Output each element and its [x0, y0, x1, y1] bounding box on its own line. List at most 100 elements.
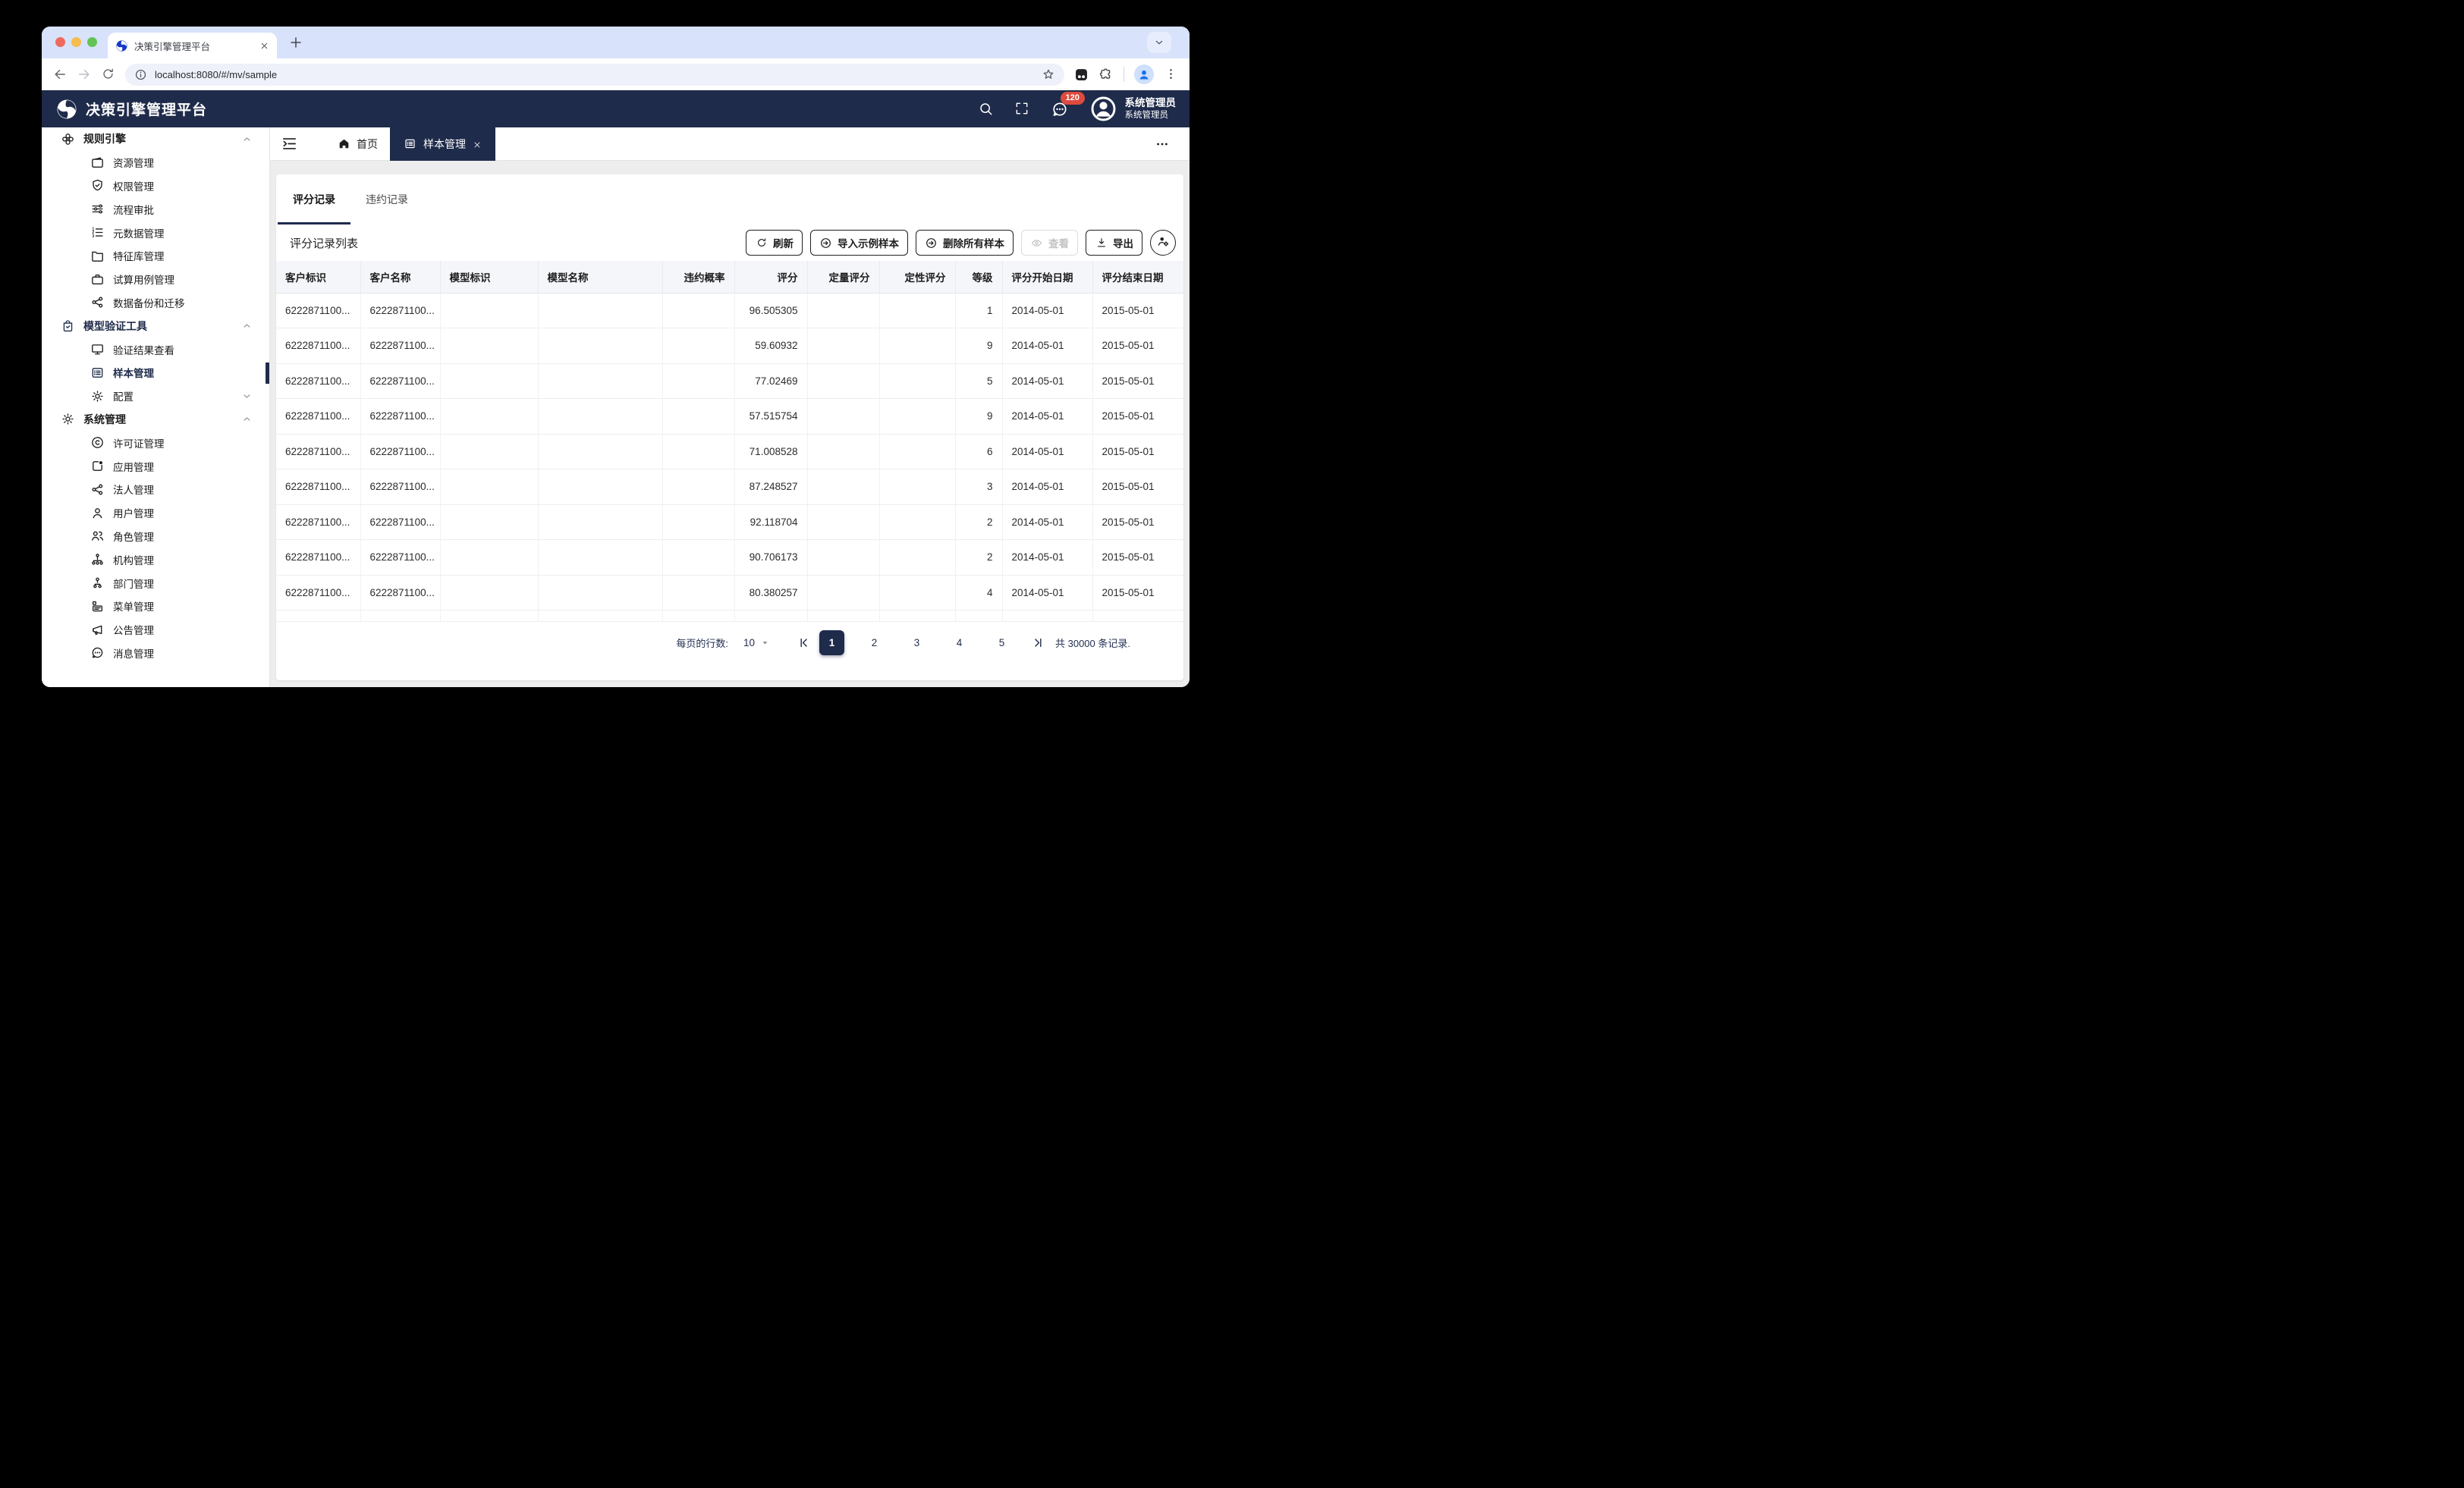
- sidebar-item-label: 元数据管理: [113, 228, 165, 240]
- dept-chart-icon: [90, 576, 105, 590]
- sidebar-item-12[interactable]: 系统管理: [42, 408, 269, 432]
- tab-search-chevron-button[interactable]: [1147, 32, 1171, 53]
- cell-start_date: 2014-05-01: [1002, 539, 1093, 576]
- sidebar-item-6[interactable]: 试算用例管理: [42, 268, 269, 291]
- sidebar-item-15[interactable]: 法人管理: [42, 478, 269, 501]
- sidebar-item-0[interactable]: 规则引擎: [42, 127, 269, 151]
- open-page-tab[interactable]: 样本管理: [390, 127, 495, 161]
- window-controls[interactable]: [55, 37, 97, 47]
- sidebar-item-2[interactable]: 权限管理: [42, 174, 269, 198]
- new-tab-button[interactable]: [288, 34, 304, 51]
- search-icon[interactable]: [978, 101, 994, 117]
- rows-per-page-caret-icon[interactable]: [760, 638, 770, 648]
- sidebar-item-16[interactable]: 用户管理: [42, 501, 269, 525]
- sidebar-item-7[interactable]: 数据备份和迁移: [42, 291, 269, 315]
- table-row[interactable]: 6222871100... 6222871100... 71.008528 6 2014…: [276, 434, 1183, 469]
- open-page-tab-label: 样本管理: [423, 137, 466, 150]
- cell-customer_name: 6222871100...: [360, 434, 441, 469]
- sidebar-item-5[interactable]: 特征库管理: [42, 244, 269, 268]
- cell-score: 57.515754: [734, 398, 808, 435]
- sidebar-item-4[interactable]: 1 2 3 元数据管理: [42, 221, 269, 244]
- fullscreen-icon[interactable]: [1014, 101, 1030, 117]
- user-menu[interactable]: 系统管理员 系统管理员: [1089, 95, 1177, 123]
- app-header: 决策引擎管理平台 120 系统管理员 系统管理员: [42, 90, 1190, 127]
- topbar-more-kebab-icon[interactable]: [1155, 137, 1170, 152]
- view-button[interactable]: 查看: [1021, 230, 1078, 256]
- chat-bubble-icon[interactable]: [1051, 100, 1069, 118]
- sidebar-item-21[interactable]: 公告管理: [42, 618, 269, 642]
- rows-per-page-value[interactable]: 10: [743, 636, 755, 648]
- breadcrumb-home[interactable]: 首页: [338, 137, 378, 152]
- table-row[interactable]: 6222871100... 6222871100... 90.706173 2 2014…: [276, 539, 1183, 576]
- minimize-window-button[interactable]: [71, 37, 81, 47]
- sidebar-item-14[interactable]: 应用管理: [42, 454, 269, 478]
- tab-score-records[interactable]: 评分记录: [278, 174, 350, 224]
- extension-dark-icon[interactable]: [1073, 67, 1089, 82]
- sidebar-item-label: 菜单管理: [113, 601, 154, 614]
- copyright-icon: [90, 435, 105, 450]
- address-bar[interactable]: localhost:8080/#/mv/sample: [125, 63, 1064, 86]
- reload-button[interactable]: [101, 67, 116, 82]
- extensions-puzzle-icon[interactable]: [1098, 67, 1114, 82]
- chat-dots-icon: [90, 645, 105, 660]
- cell-model_id: [440, 469, 539, 505]
- cell-grade: 2: [955, 504, 1003, 540]
- page-button-1[interactable]: 1: [819, 629, 844, 655]
- sidebar-item-17[interactable]: 角色管理: [42, 525, 269, 548]
- table-row[interactable]: 6222871100... 6222871100... 57.515754 9 2014…: [276, 398, 1183, 435]
- tab-close-icon[interactable]: [473, 140, 482, 149]
- export-button[interactable]: 导出: [1086, 230, 1142, 256]
- maximize-window-button[interactable]: [87, 37, 97, 47]
- forward-button[interactable]: [77, 67, 92, 82]
- import-samples-button[interactable]: 导入示例样本: [810, 230, 908, 256]
- table-row[interactable]: 6222871100... 6222871100... 92.118704 2 2014…: [276, 504, 1183, 540]
- bookmark-star-icon[interactable]: [1042, 67, 1055, 81]
- sidebar-item-8[interactable]: 模型验证工具: [42, 314, 269, 337]
- cell-end_date: 2015-05-01: [1092, 363, 1183, 399]
- user-name: 系统管理员: [1124, 96, 1177, 108]
- back-button[interactable]: [52, 67, 68, 82]
- sidebar-item-20[interactable]: 菜单管理: [42, 595, 269, 618]
- pagination-row: 每页的行数: 10 1 2 3 4 5 共 30000 条记录.: [276, 622, 1183, 680]
- page-button-5[interactable]: 5: [998, 636, 1005, 648]
- page-button-3[interactable]: 3: [913, 636, 920, 648]
- browser-menu-kebab-icon[interactable]: [1164, 67, 1179, 82]
- sidebar-item-11[interactable]: 配置: [42, 385, 269, 408]
- refresh-button[interactable]: 刷新: [746, 230, 803, 256]
- sidebar-item-22[interactable]: 消息管理: [42, 642, 269, 665]
- messages-button[interactable]: 120: [1051, 91, 1085, 118]
- cell-model_id: [440, 434, 539, 469]
- cell-grade: 2: [955, 539, 1003, 576]
- last-page-icon[interactable]: [1032, 636, 1045, 649]
- sidebar-item-label: 流程审批: [113, 204, 154, 216]
- sidebar-item-19[interactable]: 部门管理: [42, 571, 269, 595]
- sidebar-item-1[interactable]: 资源管理: [42, 151, 269, 174]
- app-logo-icon: [55, 98, 78, 121]
- table-row[interactable]: 6222871100... 6222871100... 87.248527 3 2014…: [276, 469, 1183, 505]
- browser-tab[interactable]: 决策引擎管理平台: [108, 33, 277, 58]
- cell-model_name: [538, 539, 663, 576]
- sidebar-item-10[interactable]: 样本管理: [42, 361, 269, 385]
- table-row[interactable]: 6222871100... 6222871100... 77.02469 5 2014-…: [276, 363, 1183, 399]
- first-page-icon[interactable]: [797, 636, 810, 649]
- table-row[interactable]: 6222871100... 6222871100... 80.380257 4 2014…: [276, 575, 1183, 611]
- close-window-button[interactable]: [55, 37, 65, 47]
- table-row[interactable]: 6222871100... 6222871100... 96.505305 1 2014…: [276, 293, 1183, 328]
- table-body: 6222871100... 6222871100... 96.505305 1 2014…: [276, 293, 1183, 622]
- site-info-icon[interactable]: [134, 68, 147, 81]
- user-settings-round-button[interactable]: [1150, 230, 1176, 256]
- tab-default-records[interactable]: 违约记录: [366, 193, 408, 206]
- page-button-4[interactable]: 4: [956, 636, 963, 648]
- table-row[interactable]: 6222871100... 6222871100... 59.60932 9 2014-…: [276, 328, 1183, 364]
- sidebar-item-9[interactable]: 验证结果查看: [42, 337, 269, 361]
- tab-close-icon[interactable]: [259, 41, 269, 51]
- delete-all-samples-button[interactable]: 删除所有样本: [916, 230, 1014, 256]
- user-avatar-icon[interactable]: [1089, 95, 1117, 123]
- url-text[interactable]: localhost:8080/#/mv/sample: [155, 68, 278, 80]
- sidebar-item-18[interactable]: 机构管理: [42, 548, 269, 571]
- page-button-2[interactable]: 2: [871, 636, 878, 648]
- sidebar-item-13[interactable]: 许可证管理: [42, 431, 269, 454]
- sidebar-collapse-icon[interactable]: [281, 135, 298, 152]
- sidebar-item-3[interactable]: 流程审批: [42, 197, 269, 221]
- browser-profile-avatar[interactable]: [1134, 64, 1154, 84]
